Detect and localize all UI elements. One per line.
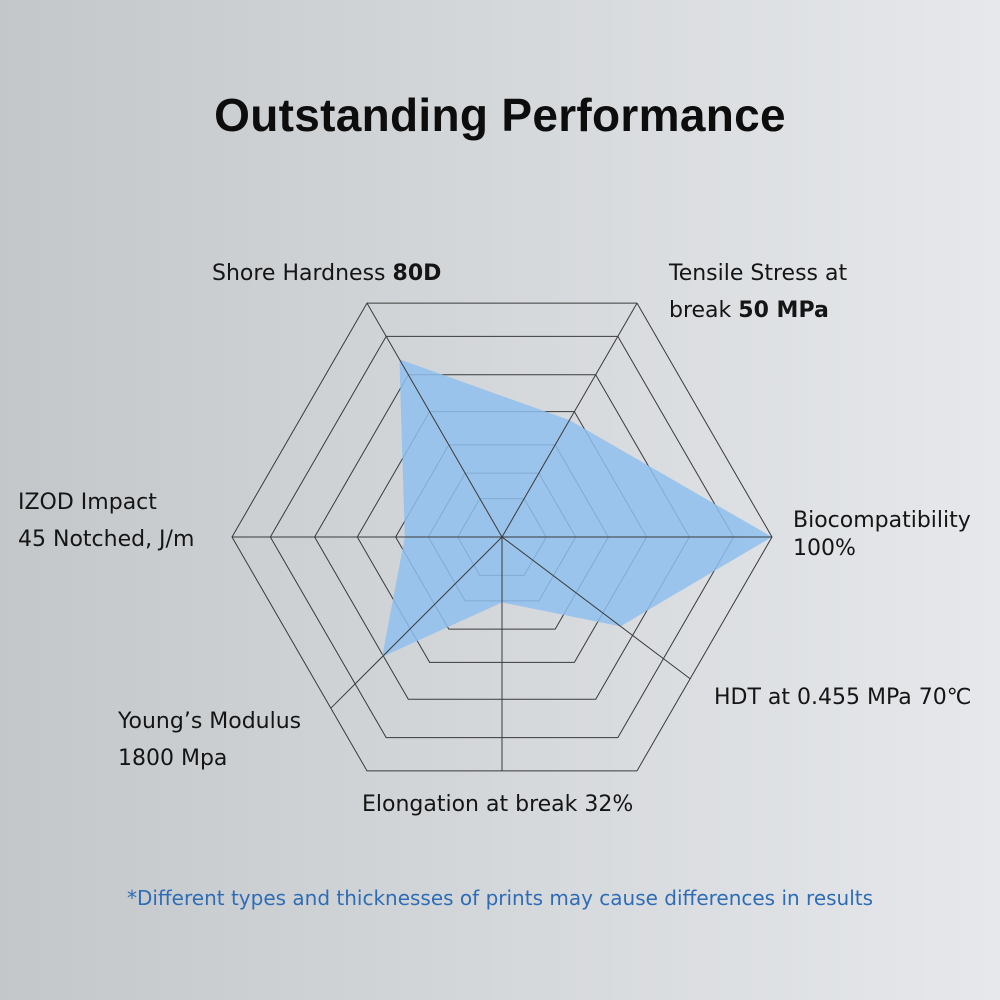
spoke-2 bbox=[366, 302, 503, 538]
chart-title: Outstanding Performance bbox=[214, 89, 786, 141]
radar-spokes bbox=[232, 302, 772, 771]
axis-label-elongation: Elongation at break 32% bbox=[362, 792, 634, 817]
spoke-6 bbox=[501, 536, 691, 680]
spoke-4 bbox=[330, 536, 503, 709]
axis-label-youngs-modulus: Young’s Modulus 1800 Mpa bbox=[118, 709, 302, 771]
axis-label-biocompatibility: Biocompatibility 100% bbox=[793, 508, 971, 561]
data-area bbox=[382, 359, 772, 657]
footnote: *Different types and thicknesses of prin… bbox=[126, 886, 874, 910]
axis-label-izod-impact: IZOD Impact 45 Notched, J/m bbox=[18, 490, 195, 552]
axis-label-hdt: HDT at 0.455 MPa 70℃ bbox=[714, 685, 972, 710]
axis-label-tensile-stress: Tensile Stress at break 50 MPa bbox=[669, 261, 848, 323]
spoke-1 bbox=[501, 302, 638, 538]
axis-label-shore-hardness: Shore Hardness 80D bbox=[212, 261, 442, 286]
